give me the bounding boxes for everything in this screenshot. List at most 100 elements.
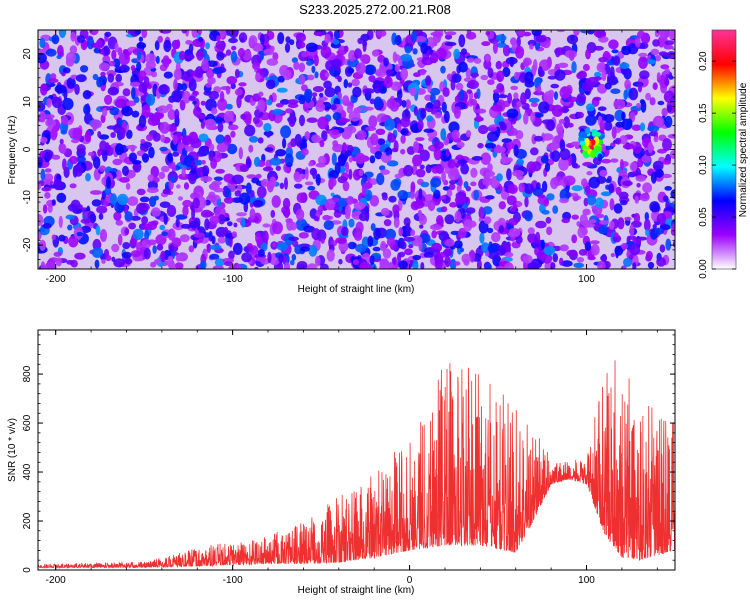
heatmap-cell xyxy=(258,91,264,97)
heatmap-cell xyxy=(209,143,215,152)
heatmap-cell xyxy=(191,160,196,169)
heatmap-cell xyxy=(300,246,310,252)
heatmap-cell xyxy=(361,183,367,196)
heatmap-cell xyxy=(131,86,136,100)
heatmap-cell xyxy=(326,249,335,262)
heatmap-cell xyxy=(597,83,608,94)
heatmap-cell xyxy=(376,172,385,186)
heatmap-cell xyxy=(266,99,273,106)
heatmap-cell xyxy=(128,152,138,163)
heatmap-cell xyxy=(528,97,540,103)
heatmap-cell xyxy=(83,104,91,115)
heatmap-cell xyxy=(114,42,119,53)
heatmap-cell xyxy=(141,30,148,39)
heatmap-cell xyxy=(214,116,224,124)
heatmap-cell xyxy=(97,148,102,157)
heatmap-cell xyxy=(443,248,453,257)
heatmap-cell xyxy=(401,100,407,108)
heatmap-cell xyxy=(332,112,342,121)
heatmap-cell xyxy=(136,61,142,72)
heatmap-cell xyxy=(94,259,100,269)
heatmap-cell xyxy=(631,124,642,131)
heatmap-cell xyxy=(38,102,46,112)
heatmap-cell xyxy=(171,237,182,248)
heatmap-cell xyxy=(448,169,460,181)
heatmap-cell xyxy=(283,210,290,219)
heatmap-cell xyxy=(295,208,305,221)
heatmap-cell xyxy=(403,164,414,177)
heatmap-cell xyxy=(507,92,513,104)
heatmap-cell xyxy=(412,260,419,269)
heatmap-cell xyxy=(257,137,264,144)
heatmap-cell xyxy=(432,32,442,44)
heatmap-cell xyxy=(112,158,123,166)
heatmap-cell xyxy=(663,45,674,50)
heatmap-cell xyxy=(226,143,238,155)
heatmap-cell xyxy=(124,211,133,222)
heatmap-cell xyxy=(270,209,276,218)
heatmap-cell xyxy=(448,183,456,191)
heatmap-cell xyxy=(559,257,564,266)
heatmap-cell xyxy=(181,83,188,92)
heatmap-cell xyxy=(578,70,587,79)
heatmap-cell xyxy=(167,152,173,163)
heatmap-cell xyxy=(283,261,291,269)
heatmap-cell xyxy=(471,156,483,161)
heatmap-cell xyxy=(372,246,381,252)
heatmap-cell xyxy=(537,66,543,77)
heatmap-cell xyxy=(91,247,104,258)
heatmap-cell xyxy=(62,67,71,74)
heatmap-cell xyxy=(624,216,632,221)
heatmap-cell xyxy=(146,187,159,194)
heatmap-cell xyxy=(275,149,287,157)
heatmap-cell xyxy=(272,242,277,248)
heatmap-cell xyxy=(480,152,491,165)
heatmap-cell xyxy=(346,195,354,206)
heatmap-cell xyxy=(167,109,176,120)
heatmap-cell xyxy=(68,235,79,248)
heatmap-cell xyxy=(461,48,467,55)
colorbar-tick-label: 0.15 xyxy=(698,103,709,123)
heatmap-cell xyxy=(51,199,56,206)
heatmap-cell xyxy=(559,86,571,99)
heatmap-cell xyxy=(259,50,265,61)
heatmap-cell xyxy=(138,70,147,81)
heatmap-cell xyxy=(384,118,396,131)
heatmap-cell xyxy=(336,64,341,72)
heatmap-cell xyxy=(97,131,102,138)
heatmap-cell xyxy=(315,194,327,206)
heatmap-cell xyxy=(178,50,186,61)
heatmap-cell xyxy=(561,260,573,267)
heatmap-cell xyxy=(367,235,374,247)
heatmap-cell xyxy=(359,54,371,63)
heatmap-cell xyxy=(111,243,120,253)
heatmap-cell xyxy=(441,101,447,113)
heatmap-cell xyxy=(167,228,176,241)
heatmap-cell xyxy=(75,74,87,83)
heatmap-cell xyxy=(40,83,48,96)
heatmap-cell xyxy=(107,86,119,96)
heatmap-cell xyxy=(205,82,213,88)
heatmap-cell xyxy=(358,212,368,222)
heatmap-cell xyxy=(426,102,434,109)
heatmap-cell xyxy=(209,253,220,260)
heatmap-cell xyxy=(362,88,375,94)
heatmap-cell xyxy=(376,30,387,37)
heatmap-cell xyxy=(160,134,166,143)
heatmap-cell xyxy=(200,176,213,182)
heatmap-cell xyxy=(627,235,637,240)
heatmap-cell xyxy=(588,176,600,189)
heatmap-cell xyxy=(324,87,336,98)
heatmap-cell xyxy=(344,204,352,217)
heatmap-cell xyxy=(652,39,660,47)
y-tick-label: 0 xyxy=(22,146,33,152)
heatmap-cell xyxy=(194,66,204,79)
heatmap-cell xyxy=(551,150,561,163)
heatmap-cell xyxy=(571,162,578,169)
heatmap-cell xyxy=(620,243,629,250)
heatmap-cell xyxy=(652,82,658,90)
heatmap-cell xyxy=(663,195,669,202)
heatmap-cell xyxy=(419,164,425,170)
heatmap-cell xyxy=(283,69,292,81)
heatmap-cell xyxy=(49,184,56,189)
